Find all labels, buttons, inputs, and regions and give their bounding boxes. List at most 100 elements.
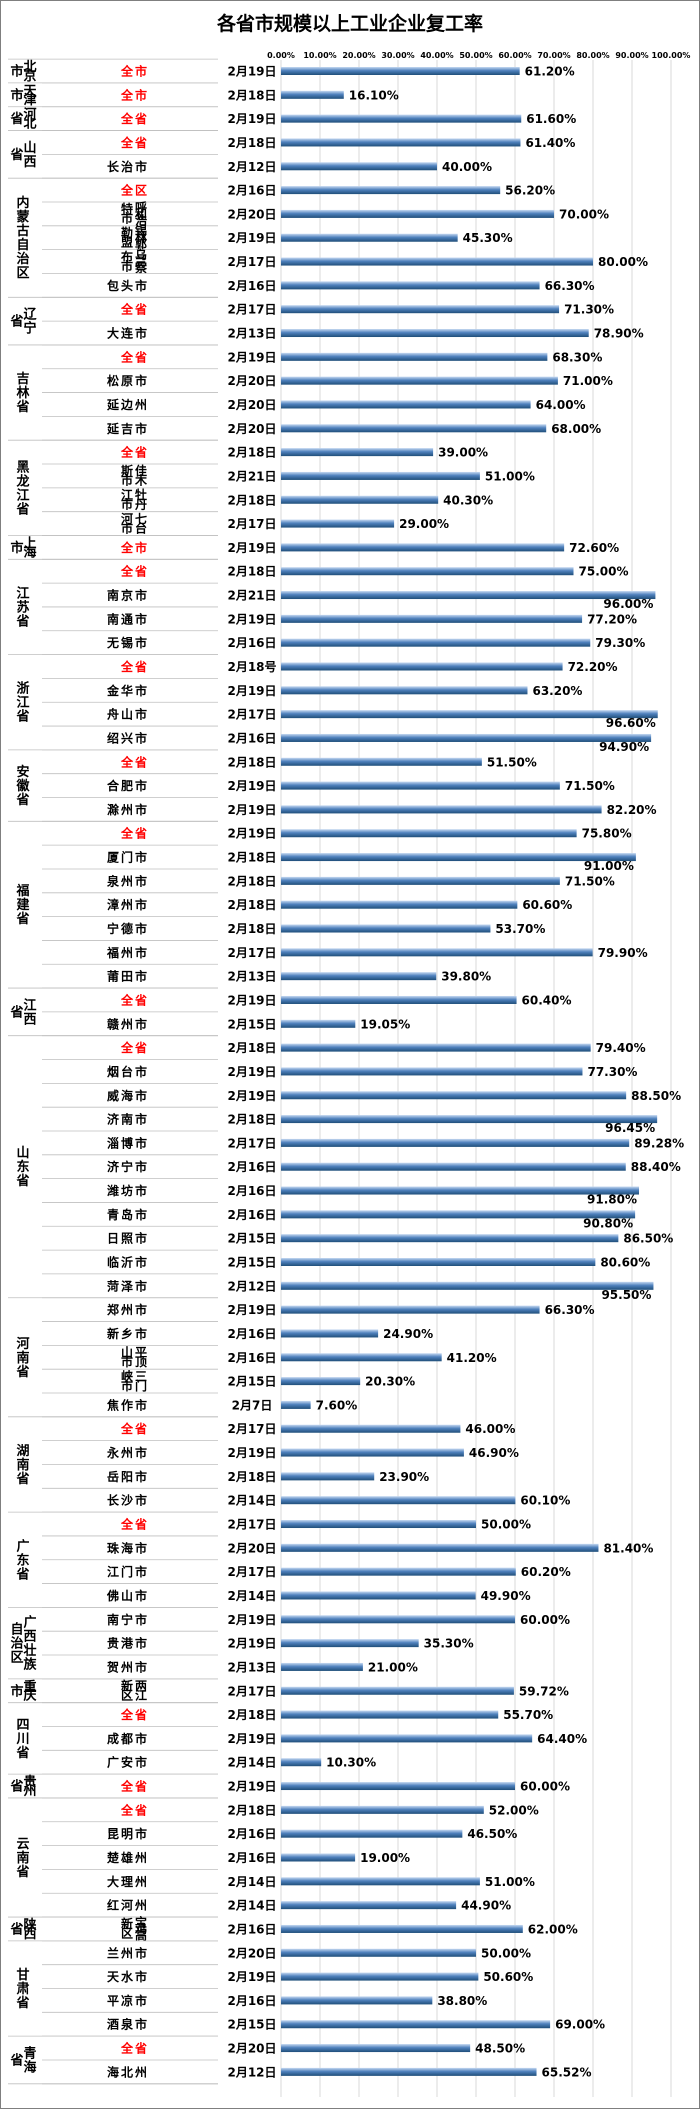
value-label: 19.05% — [360, 1017, 410, 1031]
city-label: 吉 — [121, 421, 133, 436]
city-label: 省 — [134, 564, 147, 579]
city-label: 省 — [134, 1707, 147, 1722]
bar — [281, 376, 558, 385]
city-label: 省 — [134, 302, 147, 317]
city-label: 市 — [135, 611, 147, 626]
city-label: 贺 — [106, 1659, 119, 1674]
city-label: 田 — [121, 970, 133, 984]
city-label: 泉 — [107, 873, 120, 888]
city-label: 延 — [106, 397, 120, 412]
city-label: 市 — [135, 1326, 147, 1341]
bar — [281, 114, 522, 123]
date-label: 2月7日 — [232, 1398, 273, 1412]
city-label: 布 — [121, 249, 133, 264]
bar — [281, 900, 518, 909]
city-label: 市 — [135, 1493, 147, 1508]
date-label: 2月12日 — [227, 2065, 276, 2079]
date-label: 2月18日 — [227, 493, 276, 507]
bar — [281, 2067, 537, 2076]
province-label: 甘肃省 — [15, 1967, 29, 2011]
province-label: 辽宁 — [23, 308, 37, 337]
city-label: 区 — [121, 1689, 133, 1703]
date-label: 2月20日 — [227, 422, 276, 436]
city-label: 州 — [120, 1303, 133, 1317]
value-label: 80.00% — [598, 255, 648, 269]
city-label: 市 — [135, 1564, 147, 1579]
city-label: 市 — [135, 1207, 147, 1222]
date-label: 2月15日 — [227, 1017, 276, 1031]
city-label: 安 — [121, 1755, 133, 1770]
city-label: 贵 — [107, 1636, 119, 1651]
value-label: 86.50% — [623, 1232, 673, 1246]
date-label: 2月15日 — [227, 1375, 276, 1389]
city-label: 市 — [135, 897, 147, 912]
city-label: 阳 — [121, 1469, 133, 1484]
province-label: 云南省 — [15, 1837, 29, 1880]
city-label: 通 — [121, 611, 133, 626]
city-label: 市 — [135, 1135, 147, 1150]
value-label: 63.20% — [532, 684, 582, 698]
city-label: 厦 — [107, 850, 120, 865]
city-label: 全 — [120, 183, 134, 198]
city-label: 淄 — [107, 1135, 119, 1150]
value-label: 79.30% — [595, 636, 645, 650]
city-label: 省 — [134, 349, 147, 364]
city-label: 市 — [135, 802, 147, 817]
city-label: 大 — [107, 1874, 119, 1889]
city-label: 松 — [107, 373, 119, 388]
province-label: 重庆 — [22, 1679, 36, 1704]
city-label: 市 — [135, 969, 147, 984]
city-label: 州 — [134, 1851, 147, 1865]
city-label: 河 — [120, 1898, 133, 1913]
date-label: 2月12日 — [227, 1279, 276, 1293]
city-label: 市 — [135, 1969, 147, 1984]
date-label: 2月16日 — [227, 1994, 276, 2008]
city-label: 德 — [121, 921, 133, 936]
province-label: 福建省 — [15, 883, 29, 927]
city-label: 市 — [135, 1445, 147, 1460]
city-label: 市 — [135, 1016, 147, 1031]
city-label: 新 — [121, 1678, 133, 1693]
city-label: 全 — [120, 1517, 134, 1532]
bar — [281, 1067, 583, 1076]
province-label: 湖南省 — [15, 1444, 29, 1487]
city-label: 市 — [135, 326, 147, 341]
city-label: 长 — [107, 159, 120, 174]
province-label: 吉林省 — [15, 372, 29, 415]
bar — [281, 1424, 461, 1433]
value-label: 71.50% — [565, 779, 615, 793]
x-tick-label: 90.00% — [615, 51, 648, 60]
date-label: 2月20日 — [227, 374, 276, 388]
city-label: 酒 — [107, 2018, 119, 2032]
value-label: 60.10% — [520, 1494, 570, 1508]
bar — [281, 424, 547, 433]
city-label: 全 — [120, 1779, 134, 1794]
value-label: 79.90% — [598, 946, 648, 960]
date-label: 2月16日 — [227, 1351, 276, 1365]
city-label: 浩 — [135, 213, 147, 228]
date-label: 2月12日 — [227, 160, 276, 174]
city-label: 市 — [135, 87, 147, 102]
date-label: 2月16日 — [227, 1922, 276, 1936]
city-label: 宁 — [121, 1159, 133, 1174]
city-label: 市 — [135, 1636, 147, 1651]
city-label: 全 — [120, 64, 134, 79]
value-label: 21.00% — [368, 1660, 418, 1674]
province-label: 省 — [9, 2052, 23, 2068]
city-label: 丹 — [135, 498, 147, 512]
city-label: 市 — [135, 2017, 147, 2032]
city-label: 全 — [120, 1707, 134, 1722]
value-label: 49.90% — [481, 1589, 531, 1603]
value-label: 96.45% — [605, 1121, 655, 1135]
city-label: 牡 — [135, 487, 147, 502]
province-label: 北京 — [23, 60, 36, 84]
city-label: 州 — [120, 803, 133, 817]
province-label: 青海 — [23, 2045, 36, 2075]
province-label: 河北 — [23, 107, 36, 132]
value-label: 45.30% — [463, 231, 513, 245]
city-label: 全 — [120, 302, 134, 317]
bar — [281, 329, 589, 338]
bar — [281, 948, 593, 957]
city-label: 济 — [107, 1112, 120, 1127]
date-label: 2月18日 — [227, 922, 276, 936]
